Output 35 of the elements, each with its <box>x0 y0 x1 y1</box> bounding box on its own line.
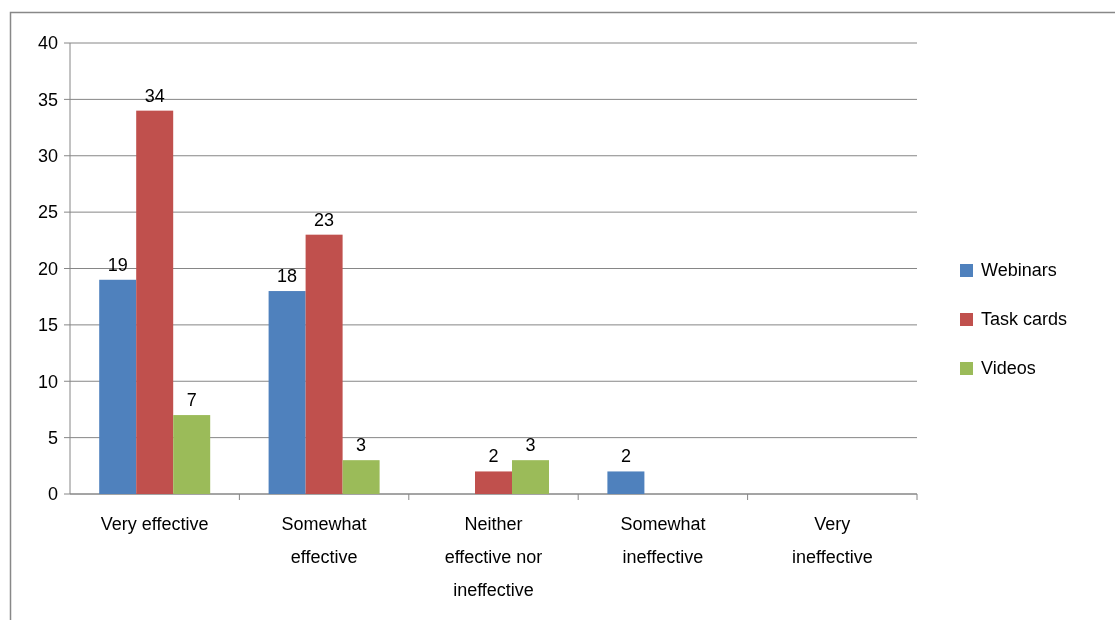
x-tick-label: Somewhat effective <box>281 514 367 567</box>
y-tick-label: 0 <box>47 484 58 505</box>
y-tick-label: 40 <box>37 33 58 54</box>
data-label: 3 <box>356 435 367 456</box>
data-label: 18 <box>277 266 298 287</box>
y-tick-label: 30 <box>37 146 58 167</box>
data-label: 7 <box>186 390 197 411</box>
bar <box>342 460 380 494</box>
x-tick-label: Neither effective nor ineffective <box>444 514 543 600</box>
bar <box>99 279 137 494</box>
bar <box>512 460 549 494</box>
bar <box>136 110 174 494</box>
x-tick-label: Somewhat ineffective <box>620 514 706 567</box>
data-label: 2 <box>488 446 499 467</box>
bar <box>268 291 306 494</box>
bar <box>305 234 343 494</box>
data-label: 34 <box>144 85 165 106</box>
bar <box>607 471 645 494</box>
y-tick-label: 5 <box>47 427 58 448</box>
legend-label: Webinars <box>981 260 1057 281</box>
y-tick-label: 35 <box>37 89 58 110</box>
data-label: 2 <box>620 446 631 467</box>
y-tick-label: 25 <box>37 202 58 223</box>
x-tick-label: Very ineffective <box>791 514 873 567</box>
y-tick-label: 20 <box>37 258 58 279</box>
x-tick-label: Very effective <box>100 514 209 534</box>
y-tick-label: 15 <box>37 315 58 336</box>
legend-label: Task cards <box>981 309 1068 330</box>
data-label: 19 <box>107 254 128 275</box>
y-tick-label: 10 <box>37 371 58 392</box>
data-label: 23 <box>314 209 335 230</box>
bar <box>173 415 211 494</box>
bar <box>475 471 512 494</box>
data-label: 3 <box>525 435 536 456</box>
legend-label: Videos <box>981 358 1036 379</box>
